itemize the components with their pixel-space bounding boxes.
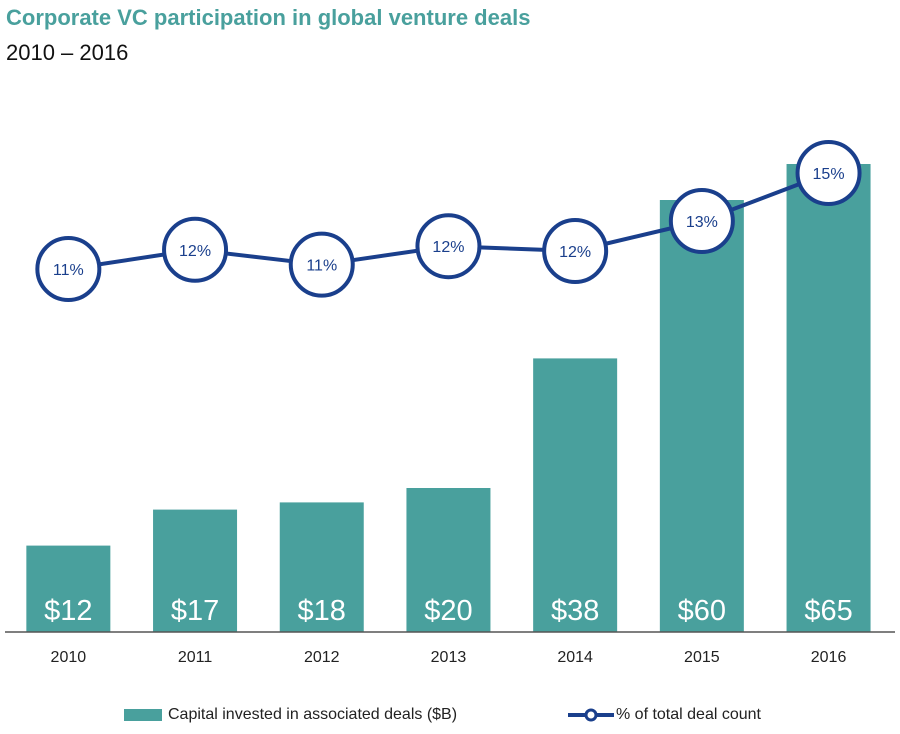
legend-item-capital[interactable]: Capital invested in associated deals ($B… — [124, 706, 457, 724]
x-tick-label-2011: 2011 — [178, 649, 213, 666]
bar-label-2015: $60 — [678, 595, 726, 627]
bar-2016 — [786, 164, 871, 632]
line-point-2014 — [542, 218, 609, 284]
bar-2012 — [279, 502, 364, 632]
line-label-2014: 12% — [559, 244, 591, 261]
bar-label-2010: $12 — [44, 595, 92, 627]
bar-2015 — [659, 200, 744, 632]
line-point-2010 — [35, 236, 102, 302]
line-label-2013: 12% — [432, 239, 464, 256]
x-tick-label-2016: 2016 — [811, 649, 847, 666]
bar-2014 — [533, 358, 618, 632]
bar-label-2016: $65 — [804, 595, 852, 627]
line-label-2016: 15% — [813, 166, 845, 183]
legend-label-deal-count: % of total deal count — [616, 706, 761, 723]
x-tick-label-2013: 2013 — [431, 649, 467, 666]
x-tick-label-2015: 2015 — [684, 649, 720, 666]
legend-item-deal-count[interactable]: % of total deal count — [568, 706, 761, 724]
line-point-2016 — [795, 140, 862, 206]
line-point-2015 — [668, 188, 735, 254]
bar-2013 — [406, 488, 491, 632]
legend-swatch-capital — [124, 709, 162, 721]
bar-label-2011: $17 — [171, 595, 219, 627]
line-label-2015: 13% — [686, 214, 718, 231]
chart-canvas: $12 $17 $18 $20 $38 $60 $65 2010 2011 2012 2013 201… — [5, 140, 895, 666]
x-tick-label-2012: 2012 — [304, 649, 340, 666]
x-tick-label-2010: 2010 — [51, 649, 87, 666]
bar-2010 — [26, 545, 111, 632]
line-label-2011: 12% — [179, 243, 211, 260]
chart-subtitle: 2010 – 2016 — [6, 40, 129, 65]
bar-label-2013: $20 — [424, 595, 472, 627]
chart-title: Corporate VC participation in global ven… — [6, 5, 531, 30]
bar-2011 — [153, 509, 238, 632]
line-point-2013 — [415, 213, 482, 280]
bar-label-2014: $38 — [551, 595, 599, 627]
legend-line-symbol — [568, 708, 614, 722]
line-label-2010: 11% — [53, 262, 84, 279]
line-point-2011 — [162, 216, 229, 283]
bar-label-2012: $18 — [298, 595, 346, 627]
legend-label-capital: Capital invested in associated deals ($B… — [168, 706, 458, 723]
chart-legend: Capital invested in associated deals ($B… — [0, 706, 900, 732]
x-tick-label-2014: 2014 — [557, 649, 593, 666]
line-point-2012 — [288, 231, 355, 298]
line-label-2012: 11% — [306, 258, 337, 275]
